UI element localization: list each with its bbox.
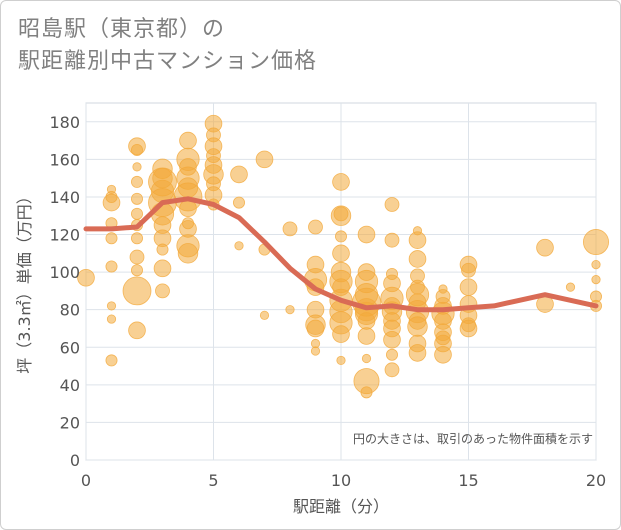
trend-layer: [83, 196, 599, 313]
data-point-60: [285, 305, 295, 315]
data-point-61: [308, 219, 323, 235]
data-point-118: [408, 344, 427, 362]
data-point-105: [385, 348, 398, 361]
data-point-9: [105, 354, 118, 367]
data-point-0: [77, 268, 95, 287]
y-tick-label-9: 180: [49, 113, 80, 132]
data-point-69: [310, 346, 321, 356]
data-point-106: [384, 362, 400, 378]
data-point-82: [336, 355, 346, 366]
y-tick-label-5: 100: [49, 263, 80, 282]
data-point-13: [130, 175, 143, 188]
data-point-30: [156, 243, 169, 256]
data-point-139: [591, 259, 601, 270]
data-point-58: [259, 310, 270, 320]
data-point-59: [282, 221, 298, 237]
data-point-138: [583, 229, 610, 256]
x-tick-label-0: 0: [81, 471, 91, 490]
chart-title: 昭島駅（東京都）の 駅距離別中古マンション価格: [18, 14, 317, 78]
y-tick-label-4: 80: [60, 301, 80, 320]
data-point-17: [130, 232, 143, 245]
data-point-43: [181, 217, 194, 230]
data-point-56: [255, 150, 274, 169]
data-point-18: [129, 249, 145, 265]
data-point-7: [106, 301, 117, 311]
y-tick-label-3: 60: [60, 338, 80, 357]
data-point-54: [232, 196, 245, 209]
data-point-32: [155, 283, 170, 299]
data-point-116: [407, 316, 428, 337]
x-tick-label-2: 10: [331, 471, 351, 490]
data-point-137: [565, 282, 576, 292]
y-tick-label-6: 120: [49, 226, 80, 245]
x-tick-label-3: 15: [458, 471, 478, 490]
data-point-83: [357, 225, 376, 244]
data-point-42: [177, 243, 199, 264]
data-point-33: [179, 131, 197, 150]
data-point-6: [105, 260, 118, 273]
trend-line: [83, 196, 599, 313]
y-tick-label-1: 20: [60, 413, 80, 432]
y-axis-ticks: 0 20 40 60 80 100 120 140 160 180: [49, 113, 80, 470]
data-point-14: [130, 192, 143, 205]
x-axis-title: 駅距離（分）: [293, 497, 389, 516]
x-axis-ticks: 0 5 10 15 20: [81, 471, 606, 490]
data-point-20: [122, 276, 152, 306]
data-point-140: [591, 275, 601, 285]
data-point-129: [461, 262, 476, 278]
data-point-12: [132, 162, 142, 172]
data-point-95: [384, 197, 400, 212]
y-tick-label-0: 0: [70, 451, 80, 470]
data-point-55: [234, 241, 244, 251]
data-point-53: [230, 165, 248, 184]
data-point-67: [306, 319, 325, 338]
chart-title-line-2: 駅距離別中古マンション価格: [18, 49, 318, 74]
data-point-134: [459, 319, 478, 338]
data-point-72: [330, 205, 352, 226]
x-tick-label-4: 20: [586, 471, 606, 490]
data-point-5: [105, 232, 118, 245]
y-axis-title: 坪（3.3㎡）単価（万円）: [15, 188, 34, 373]
data-point-130: [459, 278, 478, 296]
data-point-2: [102, 193, 121, 212]
data-point-70: [332, 173, 350, 191]
y-tick-label-8: 160: [49, 150, 80, 169]
data-point-73: [334, 230, 347, 243]
data-point-92: [361, 353, 372, 364]
data-point-74: [332, 244, 350, 263]
y-tick-label-2: 40: [60, 376, 80, 395]
data-point-15: [130, 207, 143, 220]
data-point-127: [434, 345, 452, 364]
data-point-31: [153, 259, 172, 278]
data-point-90: [357, 312, 376, 330]
x-tick-label-1: 5: [208, 471, 218, 490]
data-point-21: [128, 321, 146, 340]
data-point-104: [383, 330, 401, 349]
data-point-3: [106, 184, 117, 195]
data-point-135: [536, 238, 554, 257]
bubble-layer: [77, 114, 610, 399]
y-tick-label-7: 140: [49, 188, 80, 207]
size-annotation: 円の大きさは、取引のあった物件面積を示す: [353, 431, 593, 446]
data-point-96: [384, 232, 400, 248]
data-point-19: [130, 264, 143, 277]
data-point-109: [408, 250, 427, 268]
data-point-8: [106, 314, 117, 324]
data-point-108: [408, 231, 427, 249]
data-point-81: [332, 325, 350, 343]
chart-title-line-1: 昭島駅（東京都）の: [18, 17, 226, 42]
data-point-11: [130, 143, 143, 156]
data-point-94: [360, 386, 373, 399]
data-point-91: [357, 327, 376, 345]
